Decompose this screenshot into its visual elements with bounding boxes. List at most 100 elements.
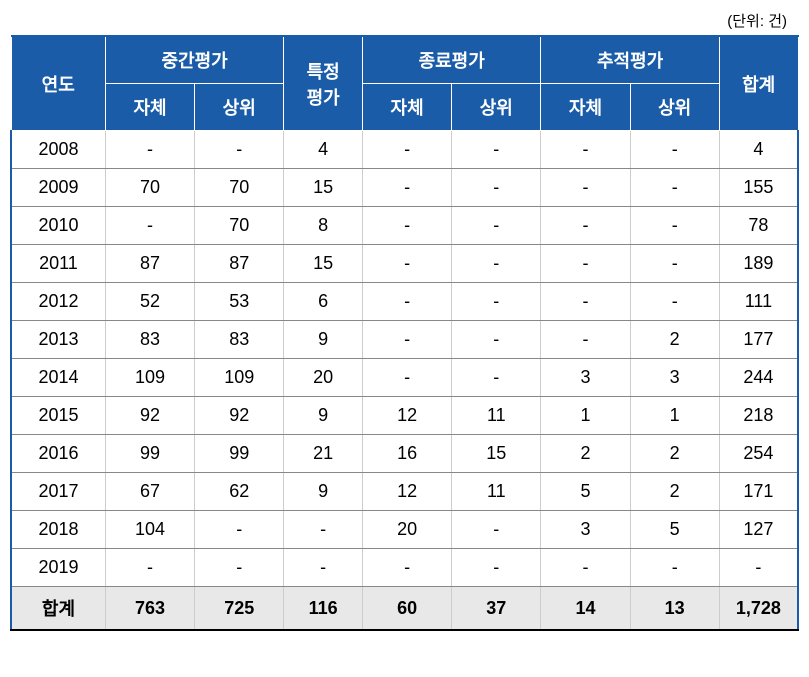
cell-track-self: - <box>541 169 630 207</box>
cell-track-self: 2 <box>541 435 630 473</box>
cell-year: 2011 <box>11 245 105 283</box>
cell-end-upper: - <box>452 245 541 283</box>
cell-track-self: - <box>541 207 630 245</box>
cell-mid-self: 52 <box>105 283 194 321</box>
table-row: 2010-708----78 <box>11 207 798 245</box>
cell-special: 8 <box>284 207 363 245</box>
cell-year: 2018 <box>11 511 105 549</box>
cell-mid-upper: 109 <box>195 359 284 397</box>
cell-special: 15 <box>284 245 363 283</box>
cell-mid-upper: 92 <box>195 397 284 435</box>
cell-mid-self: - <box>105 131 194 169</box>
cell-end-upper: 11 <box>452 397 541 435</box>
cell-mid-self: 92 <box>105 397 194 435</box>
header-mid-upper: 상위 <box>195 84 284 131</box>
cell-mid-self: 67 <box>105 473 194 511</box>
cell-total: 4 <box>719 131 798 169</box>
cell-track-self: 5 <box>541 473 630 511</box>
cell-mid-upper: 87 <box>195 245 284 283</box>
cell-track-self: 14 <box>541 587 630 631</box>
table-row: 2011878715----189 <box>11 245 798 283</box>
cell-mid-self: 70 <box>105 169 194 207</box>
header-total: 합계 <box>719 36 798 131</box>
cell-mid-self: 99 <box>105 435 194 473</box>
cell-mid-self: - <box>105 549 194 587</box>
cell-total: 1,728 <box>719 587 798 631</box>
cell-track-upper: 2 <box>630 473 719 511</box>
cell-track-upper: - <box>630 169 719 207</box>
cell-special: 6 <box>284 283 363 321</box>
cell-total: 218 <box>719 397 798 435</box>
header-mid-self: 자체 <box>105 84 194 131</box>
cell-end-self: 16 <box>363 435 452 473</box>
cell-mid-upper: - <box>195 131 284 169</box>
cell-total: 244 <box>719 359 798 397</box>
cell-mid-self: - <box>105 207 194 245</box>
cell-mid-upper: 83 <box>195 321 284 359</box>
cell-total: 78 <box>719 207 798 245</box>
cell-year: 2009 <box>11 169 105 207</box>
cell-special: - <box>284 549 363 587</box>
cell-end-upper: - <box>452 131 541 169</box>
header-end-upper: 상위 <box>452 84 541 131</box>
cell-end-self: - <box>363 207 452 245</box>
cell-end-self: - <box>363 321 452 359</box>
table-row: 2019-------- <box>11 549 798 587</box>
cell-track-upper: - <box>630 207 719 245</box>
cell-mid-self: 87 <box>105 245 194 283</box>
cell-track-self: 3 <box>541 359 630 397</box>
cell-end-upper: - <box>452 283 541 321</box>
header-track-self: 자체 <box>541 84 630 131</box>
cell-year: 2013 <box>11 321 105 359</box>
cell-year: 2008 <box>11 131 105 169</box>
table-body: 2008--4----42009707015----1552010-708---… <box>11 131 798 631</box>
header-end-eval: 종료평가 <box>363 36 541 84</box>
cell-track-upper: 1 <box>630 397 719 435</box>
header-end-self: 자체 <box>363 84 452 131</box>
cell-end-self: 20 <box>363 511 452 549</box>
cell-mid-upper: 70 <box>195 207 284 245</box>
cell-total: - <box>719 549 798 587</box>
table-row: 2009707015----155 <box>11 169 798 207</box>
cell-total: 177 <box>719 321 798 359</box>
table-row: 2018104--20-35127 <box>11 511 798 549</box>
total-row: 합계763725116603714131,728 <box>11 587 798 631</box>
header-year: 연도 <box>11 36 105 131</box>
cell-year: 2014 <box>11 359 105 397</box>
cell-total: 189 <box>719 245 798 283</box>
table-row: 201252536----111 <box>11 283 798 321</box>
cell-year: 2017 <box>11 473 105 511</box>
cell-track-upper: 5 <box>630 511 719 549</box>
cell-total: 254 <box>719 435 798 473</box>
cell-total: 111 <box>719 283 798 321</box>
cell-track-self: 3 <box>541 511 630 549</box>
cell-track-upper: 2 <box>630 435 719 473</box>
cell-total: 155 <box>719 169 798 207</box>
cell-special: 9 <box>284 397 363 435</box>
cell-end-self: - <box>363 245 452 283</box>
cell-track-upper: - <box>630 131 719 169</box>
cell-end-upper: - <box>452 511 541 549</box>
cell-end-self: 60 <box>363 587 452 631</box>
header-track-eval: 추적평가 <box>541 36 719 84</box>
cell-track-upper: 13 <box>630 587 719 631</box>
cell-end-self: - <box>363 549 452 587</box>
cell-end-upper: 11 <box>452 473 541 511</box>
cell-track-upper: - <box>630 549 719 587</box>
header-mid-eval: 중간평가 <box>105 36 283 84</box>
cell-total: 127 <box>719 511 798 549</box>
cell-special: 9 <box>284 473 363 511</box>
cell-end-upper: - <box>452 169 541 207</box>
cell-special: 116 <box>284 587 363 631</box>
cell-end-self: 12 <box>363 397 452 435</box>
cell-end-self: - <box>363 359 452 397</box>
cell-mid-self: 83 <box>105 321 194 359</box>
cell-special: 15 <box>284 169 363 207</box>
cell-mid-upper: 99 <box>195 435 284 473</box>
cell-end-self: - <box>363 283 452 321</box>
header-track-upper: 상위 <box>630 84 719 131</box>
cell-mid-self: 109 <box>105 359 194 397</box>
cell-track-self: - <box>541 321 630 359</box>
cell-special: 20 <box>284 359 363 397</box>
cell-mid-upper: - <box>195 549 284 587</box>
